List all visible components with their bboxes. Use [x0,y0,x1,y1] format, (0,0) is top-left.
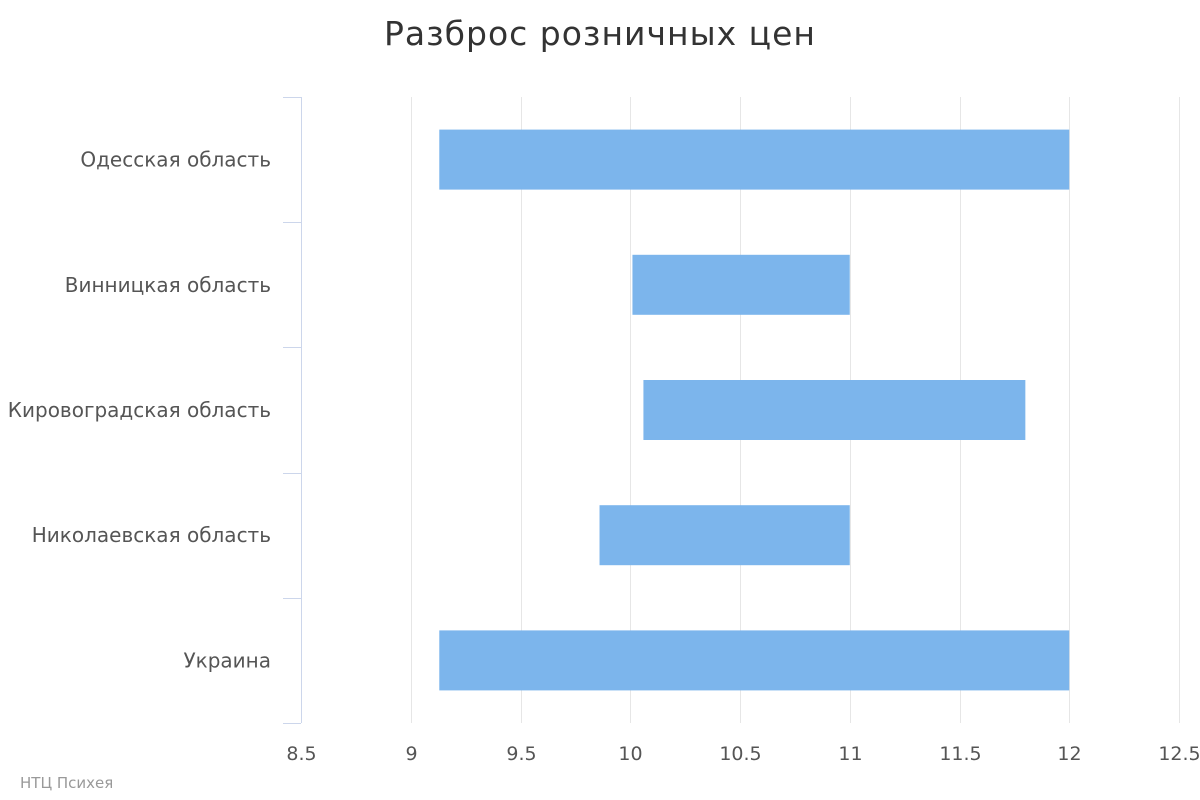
x-tick-label: 11.5 [939,743,981,765]
x-tick-label: 9.5 [506,743,536,765]
category-label: Кировоградская область [8,398,271,422]
range-bar [439,129,1070,190]
category-label: Одесская область [80,148,271,172]
x-tick-label: 11 [838,743,862,765]
x-tick-label: 9 [405,743,417,765]
category-label: Николаевская область [32,523,271,547]
x-tick-label: 10.5 [719,743,761,765]
category-label: Винницкая область [65,273,271,297]
x-tick-label: 8.5 [286,743,316,765]
category-label: Украина [183,648,271,672]
credits-label[interactable]: НТЦ Психея [20,774,114,792]
x-tick-label: 12.5 [1158,743,1200,765]
range-bar [439,630,1070,691]
x-tick-label: 12 [1057,743,1081,765]
range-bar [632,254,850,315]
range-bar [643,380,1026,440]
range-bar [599,505,850,566]
chart-title: Разброс розничных цен [384,14,816,53]
x-tick-label: 10 [618,743,642,765]
